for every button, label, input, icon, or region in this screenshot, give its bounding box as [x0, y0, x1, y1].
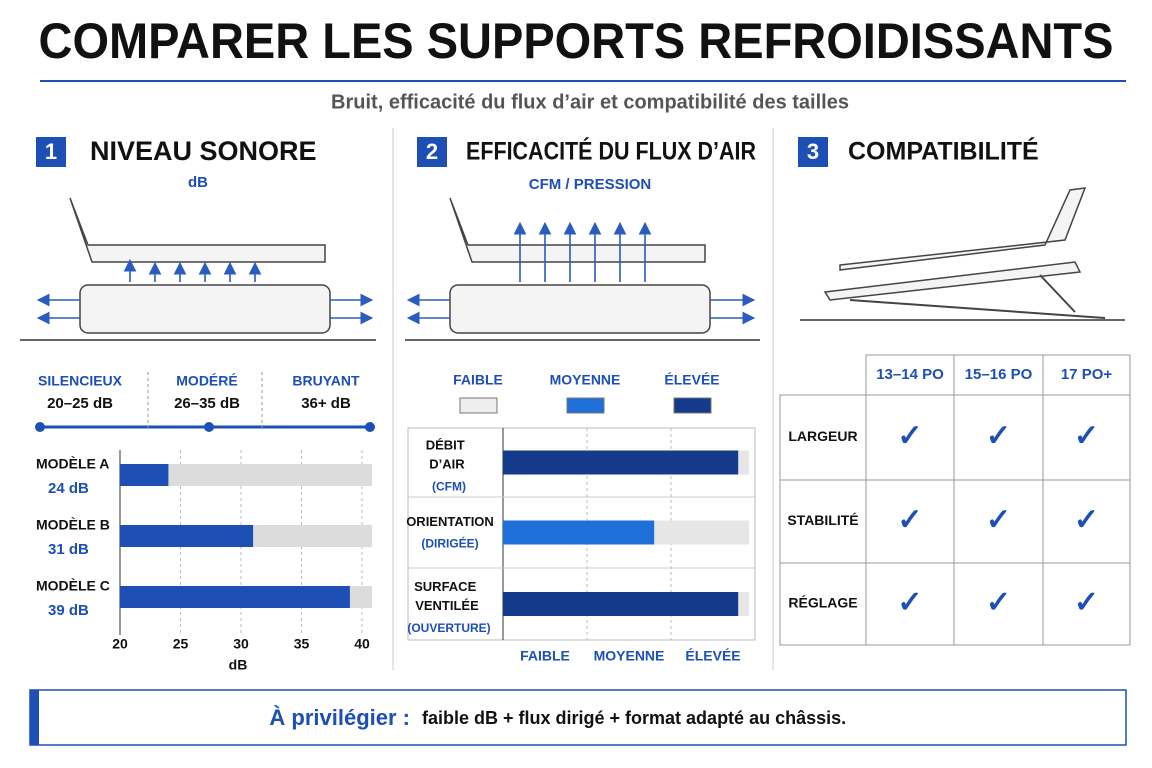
scale-name: SILENCIEUX [38, 373, 123, 389]
badge-number: 3 [807, 139, 819, 164]
x-tick-label: 35 [294, 636, 310, 652]
legend-swatch [459, 397, 498, 414]
row-label: RÉGLAGE [788, 595, 857, 611]
footer-accent [30, 690, 39, 745]
check: ✓ [1074, 503, 1099, 536]
check: ✓ [986, 503, 1011, 536]
category-label: MODÈLE B [36, 517, 110, 533]
badge [417, 137, 447, 167]
row-label: DÉBIT D’AIR [426, 438, 469, 472]
bar [120, 586, 350, 608]
bar-track [120, 464, 372, 486]
check: ✓ [1074, 586, 1099, 619]
x-tick-label: 20 [112, 636, 128, 652]
x-tick-label: 30 [233, 636, 249, 652]
scale-range: 36+ dB [301, 395, 351, 412]
check: ✓ [897, 586, 922, 619]
legend-swatch [673, 397, 712, 414]
bar [503, 592, 739, 616]
x-tick-label: 25 [173, 636, 189, 652]
legend-label: MOYENNE [550, 372, 621, 388]
scale-dot [365, 422, 375, 432]
category-label: MODÈLE C [36, 578, 110, 594]
x-axis-label: dB [229, 657, 248, 673]
panel-title: NIVEAU SONORE [90, 136, 317, 166]
airflow-frame [407, 427, 756, 641]
legend-swatch [566, 397, 605, 414]
row-label: LARGEUR [788, 428, 857, 444]
footer-box [29, 689, 1127, 746]
laptop-illustration [405, 197, 760, 341]
footer-lead: À privilégier : [269, 705, 410, 730]
scale-range: 20–25 dB [47, 395, 113, 412]
subtitle: Bruit, efficacité du flux d’air et compa… [331, 91, 849, 113]
badge [798, 137, 828, 167]
panel-unit: dB [188, 174, 208, 191]
footer-text: faible dB + flux dirigé + format adapté … [422, 708, 846, 728]
row-label: STABILITÉ [787, 512, 858, 528]
bar [120, 525, 254, 547]
value-label: 31 dB [48, 541, 89, 558]
column-header: 17 PO+ [1061, 366, 1113, 383]
x-tick-label: FAIBLE [520, 648, 570, 664]
panel-unit: CFM / PRESSION [529, 176, 652, 193]
column-header: 13–14 PO [876, 366, 944, 383]
bar [503, 520, 655, 545]
bar [503, 450, 739, 475]
badge-number: 2 [426, 139, 438, 164]
scale-dot [204, 422, 214, 432]
row-sub: (DIRIGÉE) [421, 536, 478, 551]
check: ✓ [986, 586, 1011, 619]
stand-illustration [800, 187, 1125, 321]
check: ✓ [897, 503, 922, 536]
check: ✓ [1074, 419, 1099, 452]
title: COMPARER LES SUPPORTS REFROIDISSANTS [39, 13, 1114, 69]
column-header: 15–16 PO [965, 366, 1033, 383]
x-tick-label: 40 [354, 636, 370, 652]
badge [36, 137, 66, 167]
row-label: ORIENTATION [406, 514, 494, 529]
value-label: 24 dB [48, 480, 89, 497]
bar [120, 464, 169, 486]
legend-label: ÉLEVÉE [664, 372, 719, 388]
panel-title: COMPATIBILITÉ [848, 137, 1039, 166]
scale-name: BRUYANT [292, 373, 360, 389]
scale-dot [35, 422, 45, 432]
row-sub: (OUVERTURE) [407, 621, 490, 635]
row-label: SURFACE VENTILÉE [414, 579, 480, 613]
panel-title: EFFICACITÉ DU FLUX D’AIR [466, 137, 756, 166]
category-label: MODÈLE A [36, 456, 109, 472]
check: ✓ [897, 419, 922, 452]
x-tick-label: MOYENNE [594, 648, 665, 664]
scale-range: 26–35 dB [174, 395, 240, 412]
row-sub: (CFM) [432, 480, 466, 494]
value-label: 39 dB [48, 602, 89, 619]
x-tick-label: ÉLEVÉE [685, 648, 740, 664]
legend-label: FAIBLE [453, 372, 503, 388]
badge-number: 1 [45, 139, 57, 164]
laptop-illustration [20, 197, 376, 341]
scale-name: MODÉRÉ [176, 373, 237, 389]
check: ✓ [986, 419, 1011, 452]
